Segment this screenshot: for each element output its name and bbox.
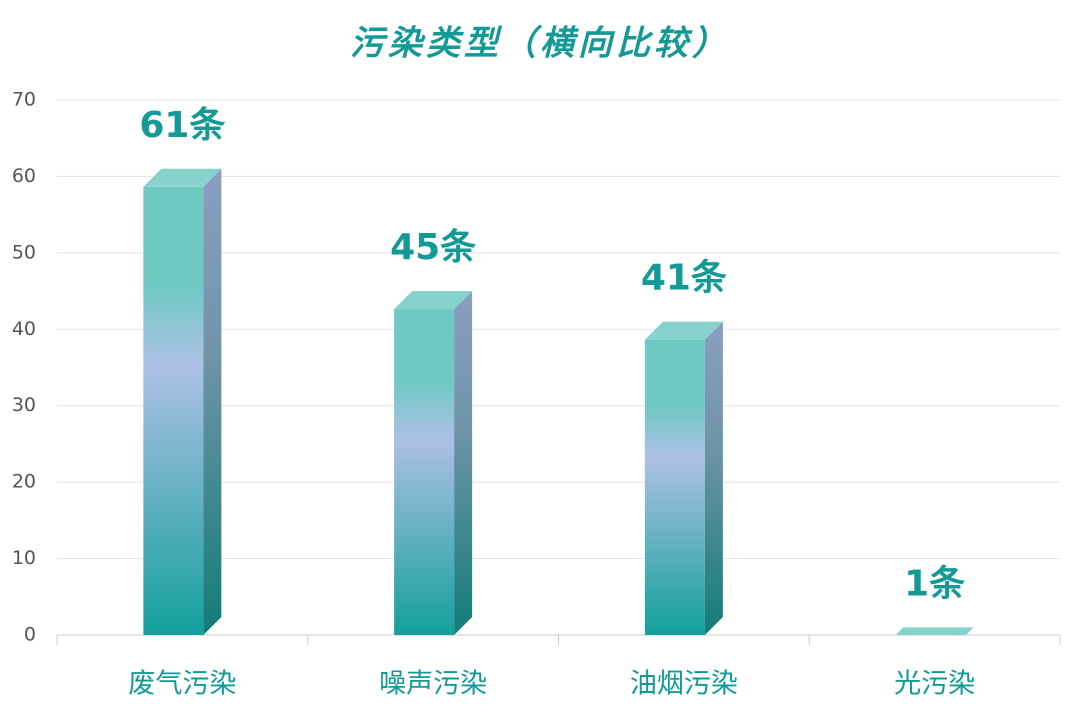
value-label: 41条 (641, 258, 727, 299)
y-tick-label: 10 (12, 547, 36, 569)
bar-top (644, 321, 723, 340)
chart-title: 污染类型（横向比较） (350, 24, 730, 64)
value-label: 61条 (139, 105, 225, 146)
bar-top (895, 627, 974, 635)
bar-front (644, 339, 705, 635)
y-tick-label: 20 (12, 471, 36, 493)
bar (394, 291, 473, 635)
y-tick-label: 50 (12, 241, 36, 263)
bar-side (203, 168, 222, 636)
bar (895, 627, 974, 635)
bar-front (394, 309, 455, 635)
bar-top (143, 168, 222, 187)
bar-side (454, 291, 473, 635)
x-tick-label: 噪声污染 (379, 669, 487, 700)
x-tick-label: 光污染 (894, 669, 975, 700)
value-label: 1条 (904, 563, 965, 604)
bar-front (143, 186, 204, 636)
x-tick-label: 油烟污染 (630, 669, 738, 700)
x-tick-label: 废气污染 (128, 669, 236, 700)
bar-side (704, 321, 723, 635)
bar-top (394, 291, 473, 310)
y-tick-label: 0 (24, 624, 36, 646)
y-tick-label: 60 (12, 165, 36, 187)
y-tick-label: 70 (12, 89, 36, 111)
bar (143, 168, 222, 636)
bar (644, 321, 723, 635)
y-tick-label: 40 (12, 318, 36, 340)
value-label: 45条 (390, 227, 476, 268)
y-tick-label: 30 (12, 394, 36, 416)
